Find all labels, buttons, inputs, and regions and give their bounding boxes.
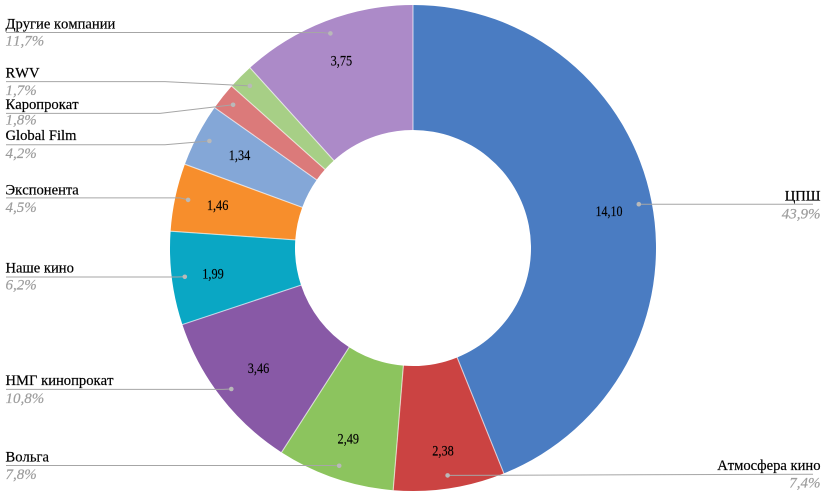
svg-text:Другие компании: Другие компании xyxy=(6,17,116,33)
svg-text:1,99: 1,99 xyxy=(202,267,224,283)
svg-text:43,9%: 43,9% xyxy=(782,206,821,222)
svg-text:7,8%: 7,8% xyxy=(6,467,37,483)
svg-text:Атмосфера кино: Атмосфера кино xyxy=(717,458,820,474)
svg-text:1,34: 1,34 xyxy=(229,148,251,164)
svg-text:НМГ кинопрокат: НМГ кинопрокат xyxy=(6,373,115,389)
svg-text:1,46: 1,46 xyxy=(207,198,229,214)
svg-text:Вольга: Вольга xyxy=(6,449,50,465)
svg-text:4,5%: 4,5% xyxy=(6,200,37,216)
svg-text:Каропрокат: Каропрокат xyxy=(6,97,80,113)
svg-text:3,46: 3,46 xyxy=(248,361,270,377)
svg-text:7,4%: 7,4% xyxy=(789,476,820,492)
svg-text:Global Film: Global Film xyxy=(6,128,78,144)
svg-text:Экспонента: Экспонента xyxy=(6,182,80,198)
svg-text:2,49: 2,49 xyxy=(338,432,360,448)
svg-text:1,7%: 1,7% xyxy=(6,83,37,99)
svg-text:ЦПШ: ЦПШ xyxy=(785,188,821,204)
svg-text:1,8%: 1,8% xyxy=(6,112,37,128)
svg-text:RWV: RWV xyxy=(6,65,41,81)
svg-text:2,38: 2,38 xyxy=(432,443,454,459)
svg-text:10,8%: 10,8% xyxy=(6,391,45,407)
svg-text:4,2%: 4,2% xyxy=(6,146,37,162)
svg-text:Наше кино: Наше кино xyxy=(6,261,74,277)
svg-text:14,10: 14,10 xyxy=(596,204,623,220)
svg-text:3,75: 3,75 xyxy=(331,53,353,69)
svg-text:6,2%: 6,2% xyxy=(6,278,37,294)
svg-text:11,7%: 11,7% xyxy=(6,33,45,49)
